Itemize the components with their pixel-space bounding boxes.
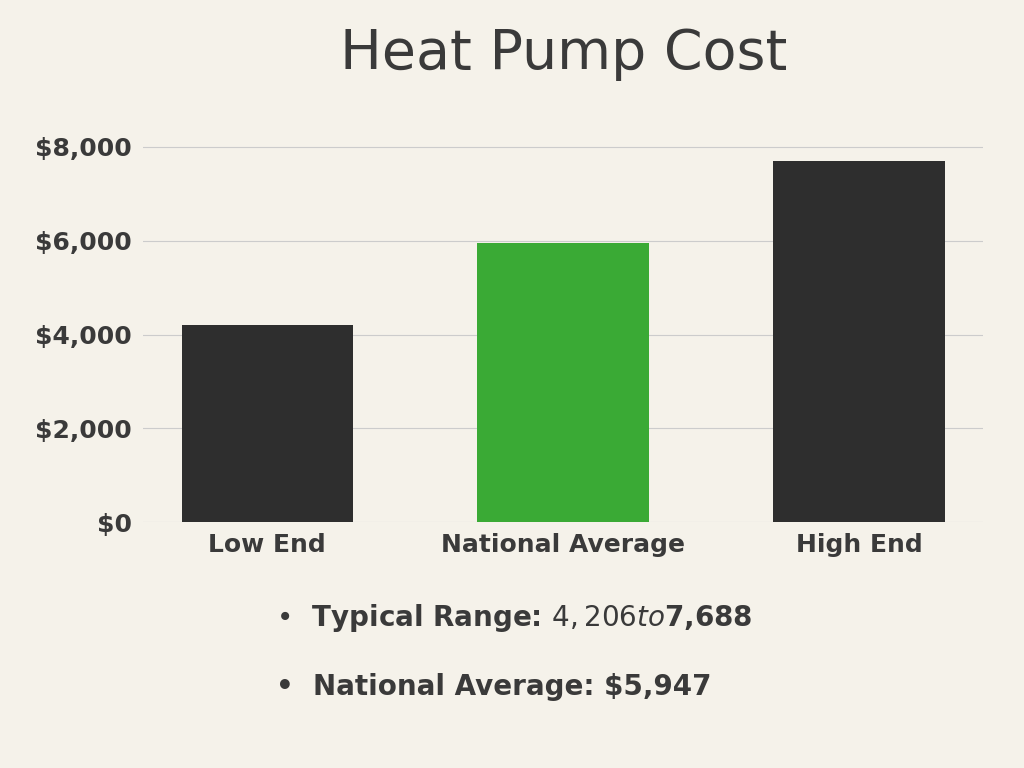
Bar bbox=[181, 325, 353, 522]
Bar bbox=[477, 243, 649, 522]
Bar bbox=[773, 161, 945, 522]
Title: Heat Pump Cost: Heat Pump Cost bbox=[340, 28, 786, 81]
Text: •  Typical Range: $4,206 to $7,688: • Typical Range: $4,206 to $7,688 bbox=[276, 602, 753, 634]
Text: •  National Average: $5,947: • National Average: $5,947 bbox=[276, 674, 712, 701]
